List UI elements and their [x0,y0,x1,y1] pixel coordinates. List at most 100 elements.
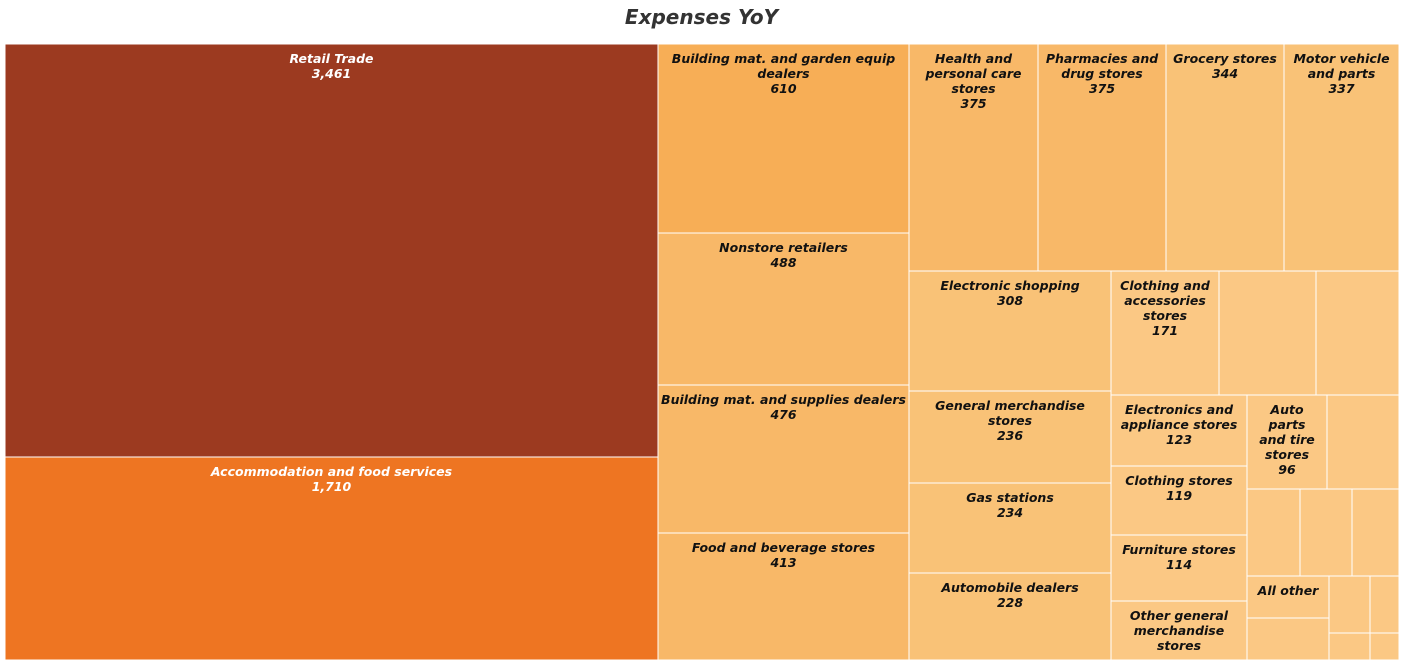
tile-label-line-health-and-personal-care-stores: personal care [924,66,1021,81]
treemap-tile-small-9 [1246,617,1330,661]
tile-value-accommodation-and-food-services: 1,710 [312,479,352,494]
tile-value-gas-stations: 234 [997,505,1023,520]
tile-value-automobile-dealers: 228 [997,595,1023,610]
treemap-tile-auto-parts-and-tire-stores [1246,394,1328,490]
treemap-tile-gas-stations [908,482,1112,574]
chart-title: Expenses YoY [624,5,779,29]
tile-label-line-automobile-dealers: Automobile dealers [940,580,1078,595]
tile-label-general-merchandise-stores: General merchandise stores 236 [935,398,1085,443]
treemap-tile-clothing-and-accessories-stores [1110,270,1220,396]
tile-label-line-motor-vehicle-and-parts: Motor vehicle [1293,51,1389,66]
treemap-tile-nonstore-retailers [657,232,910,386]
tile-label-health-and-personal-care-stores: Health and personal care stores 375 [924,51,1021,111]
tile-value-motor-vehicle-and-parts: 337 [1328,81,1354,96]
tile-value-health-and-personal-care-stores: 375 [960,96,986,111]
tile-value-pharmacies-and-drug-stores: 375 [1089,81,1115,96]
tile-value-furniture-stores: 114 [1166,557,1192,572]
tile-value-electronic-shopping: 308 [997,293,1023,308]
treemap-tile-building-mat-and-supplies-dealers [657,384,910,534]
treemap-tile-accommodation-and-food-services [4,456,659,661]
tile-label-line-pharmacies-and-drug-stores: drug stores [1061,66,1142,81]
tile-label-line-retail-trade: Retail Trade [290,51,374,66]
treemap-tile-small-8 [1369,575,1400,634]
treemap-tile-small-2 [1315,270,1400,396]
tile-label-line-furniture-stores: Furniture stores [1122,542,1236,557]
tile-label-gas-stations: Gas stations 234 [966,490,1054,520]
tile-value-food-and-beverage-stores: 413 [769,555,796,570]
treemap-tile-building-mat-and-garden-equip-dealers [657,43,910,234]
treemap-tile-small-6 [1351,488,1400,577]
tile-label-line-building-mat-and-garden-equip-dealers: Building mat. and garden equip [672,51,895,66]
treemap-tile-small-1 [1218,270,1317,396]
treemap-tile-motor-vehicle-and-parts [1283,43,1400,272]
tile-label-line-electronics-and-appliance-stores: Electronics and [1125,402,1234,417]
tile-label-pharmacies-and-drug-stores: Pharmacies and drug stores 375 [1046,51,1159,96]
tile-label-building-mat-and-garden-equip-dealers: Building mat. and garden equip dealers 610 [672,51,895,96]
tile-label-line-general-merchandise-stores: General merchandise [935,398,1085,413]
tile-label-line-all-other: All other [1257,583,1320,598]
tile-value-auto-parts-and-tire-stores: 96 [1278,462,1296,477]
tile-label-line-other-general-merchandise-stores: merchandise [1134,623,1224,638]
treemap-tile-electronics-and-appliance-stores [1110,394,1248,467]
tile-label-nonstore-retailers: Nonstore retailers 488 [719,240,848,270]
tile-label-line-electronic-shopping: Electronic shopping [940,278,1079,293]
treemap-tile-retail-trade [4,43,659,458]
tile-label-building-mat-and-supplies-dealers: Building mat. and supplies dealers 476 [661,392,906,422]
tile-label-line-other-general-merchandise-stores: stores [1157,638,1201,653]
tile-label-all-other: All other [1257,583,1320,598]
tile-label-line-grocery-stores: Grocery stores [1173,51,1277,66]
tile-label-retail-trade: Retail Trade 3,461 [290,51,374,81]
tile-label-line-health-and-personal-care-stores: stores [951,81,995,96]
treemap-tile-small-5 [1299,488,1353,577]
treemap-tile-all-other [1246,575,1330,619]
tile-value-retail-trade: 3,461 [312,66,352,81]
tile-label-line-pharmacies-and-drug-stores: Pharmacies and [1046,51,1159,66]
treemap-tile-small-4 [1246,488,1301,577]
treemap-tile-small-10 [1328,632,1371,661]
treemap-tile-electronic-shopping [908,270,1112,392]
treemap-tile-pharmacies-and-drug-stores [1037,43,1167,272]
tile-label-grocery-stores: Grocery stores 344 [1173,51,1277,81]
tile-label-line-auto-parts-and-tire-stores: Auto [1269,402,1304,417]
tile-label-line-clothing-and-accessories-stores: accessories [1124,293,1206,308]
tile-label-line-nonstore-retailers: Nonstore retailers [719,240,848,255]
tile-label-line-health-and-personal-care-stores: Health and [935,51,1013,66]
treemap-tile-other-general-merchandise-stores [1110,600,1248,661]
tile-label-line-auto-parts-and-tire-stores: and tire [1259,432,1315,447]
tile-value-grocery-stores: 344 [1212,66,1238,81]
tile-label-clothing-and-accessories-stores: Clothing and accessories stores 171 [1120,278,1211,338]
tile-label-line-accommodation-and-food-services: Accommodation and food services [210,464,452,479]
tile-value-building-mat-and-supplies-dealers: 476 [769,407,796,422]
tile-value-electronics-and-appliance-stores: 123 [1166,432,1192,447]
treemap-tile-food-and-beverage-stores [657,532,910,661]
tile-value-clothing-and-accessories-stores: 171 [1152,323,1178,338]
tile-value-general-merchandise-stores: 236 [997,428,1023,443]
tile-label-automobile-dealers: Automobile dealers 228 [940,580,1078,610]
tile-value-nonstore-retailers: 488 [769,255,796,270]
tile-label-line-building-mat-and-supplies-dealers: Building mat. and supplies dealers [661,392,906,407]
tile-label-line-clothing-and-accessories-stores: stores [1143,308,1187,323]
tile-label-auto-parts-and-tire-stores: Auto parts and tire stores 96 [1259,402,1315,477]
tile-label-electronic-shopping: Electronic shopping 308 [940,278,1079,308]
tile-value-building-mat-and-garden-equip-dealers: 610 [770,81,796,96]
tile-label-electronics-and-appliance-stores: Electronics and appliance stores 123 [1121,402,1238,447]
tile-label-line-building-mat-and-garden-equip-dealers: dealers [757,66,809,81]
tile-label-line-general-merchandise-stores: stores [988,413,1032,428]
treemap-tile-small-7 [1328,575,1371,634]
tile-label-accommodation-and-food-services: Accommodation and food services 1,710 [210,464,452,494]
tile-label-line-auto-parts-and-tire-stores: parts [1268,417,1306,432]
tile-label-line-motor-vehicle-and-parts: and parts [1308,66,1376,81]
tile-label-line-clothing-and-accessories-stores: Clothing and [1120,278,1211,293]
tile-value-clothing-stores: 119 [1166,488,1192,503]
tile-label-line-auto-parts-and-tire-stores: stores [1265,447,1309,462]
tile-label-line-electronics-and-appliance-stores: appliance stores [1121,417,1238,432]
tile-label-line-gas-stations: Gas stations [966,490,1054,505]
tile-label-line-food-and-beverage-stores: Food and beverage stores [692,540,875,555]
tile-label-line-clothing-stores: Clothing stores [1125,473,1233,488]
tile-label-line-other-general-merchandise-stores: Other general [1130,608,1229,623]
treemap-tile-furniture-stores [1110,534,1248,602]
treemap-tile-small-11 [1369,632,1400,661]
tile-label-food-and-beverage-stores: Food and beverage stores 413 [692,540,875,570]
treemap-tile-small-3 [1326,394,1400,490]
